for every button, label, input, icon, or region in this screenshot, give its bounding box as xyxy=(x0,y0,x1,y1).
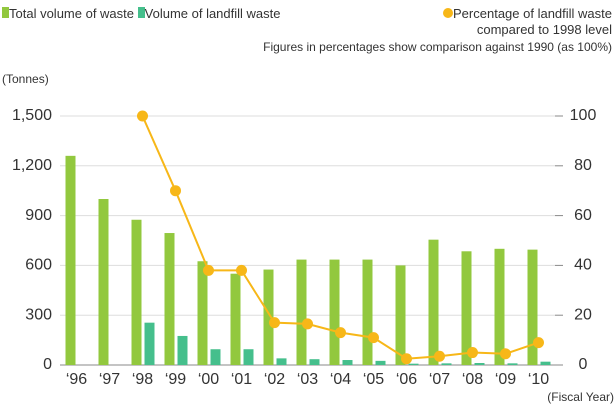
line-point xyxy=(302,318,313,330)
bar xyxy=(230,273,241,365)
bar xyxy=(329,259,340,365)
line-point xyxy=(533,337,544,349)
y-tick-label: 1,200 xyxy=(12,157,52,174)
legend-label: Volume of landfill waste xyxy=(144,6,281,21)
legend-label: Percentage of landfill waste compared to… xyxy=(453,6,612,37)
x-axis-label: (Fiscal Year) xyxy=(547,390,614,404)
line-point xyxy=(434,350,445,362)
x-tick-label: ‘06 xyxy=(396,371,417,388)
bar xyxy=(461,251,472,365)
y-tick-label: 1,500 xyxy=(12,107,52,124)
bar xyxy=(408,363,419,365)
bar xyxy=(494,248,505,365)
y2-tick-label: 0 xyxy=(579,356,588,373)
line-point xyxy=(500,348,511,360)
bar xyxy=(375,360,386,365)
y2-tick-label: 20 xyxy=(574,306,592,323)
y-tick-label: 0 xyxy=(43,356,52,373)
bar xyxy=(210,349,221,365)
x-tick-label: ‘00 xyxy=(198,371,219,388)
bar xyxy=(296,259,307,365)
line-point xyxy=(467,347,478,359)
line-point xyxy=(170,185,181,197)
x-tick-label: ‘09 xyxy=(495,371,516,388)
legend-left: Total volume of waste Volume of landfill… xyxy=(2,6,281,21)
bar xyxy=(144,322,155,365)
bar xyxy=(527,249,538,365)
x-tick-label: ‘96 xyxy=(66,371,87,388)
line-point xyxy=(203,264,214,276)
bar xyxy=(395,265,406,365)
line-point xyxy=(236,264,247,276)
bar xyxy=(164,233,175,365)
y2-tick-label: 40 xyxy=(574,257,592,274)
line-point xyxy=(137,110,148,122)
bar xyxy=(131,219,142,365)
y2-tick-label: 80 xyxy=(574,157,592,174)
y2-tick-label: 60 xyxy=(574,207,592,224)
line-point xyxy=(401,353,412,365)
line-point xyxy=(269,317,280,329)
bar xyxy=(243,349,254,365)
x-tick-label: ‘01 xyxy=(231,371,252,388)
x-tick-label: ‘02 xyxy=(264,371,285,388)
x-tick-label: ‘98 xyxy=(132,371,153,388)
x-tick-label: ‘97 xyxy=(99,371,120,388)
bar xyxy=(540,361,551,365)
bar xyxy=(98,199,109,365)
bar xyxy=(362,259,373,365)
x-tick-label: ‘10 xyxy=(528,371,549,388)
bar xyxy=(177,335,188,365)
bar xyxy=(197,261,208,365)
legend-swatch xyxy=(443,8,454,18)
bar xyxy=(428,239,439,365)
bar xyxy=(309,359,320,365)
line-point xyxy=(368,332,379,344)
line-point xyxy=(335,327,346,339)
bar xyxy=(507,363,518,365)
y-tick-label: 300 xyxy=(25,306,52,323)
legend-right: Percentage of landfill waste compared to… xyxy=(412,6,612,38)
legend-swatch xyxy=(137,7,145,18)
x-tick-label: ‘07 xyxy=(429,371,450,388)
x-tick-label: ‘99 xyxy=(165,371,186,388)
bar xyxy=(276,358,287,365)
x-tick-label: ‘08 xyxy=(462,371,483,388)
bar xyxy=(65,155,76,365)
x-tick-label: ‘04 xyxy=(330,371,351,388)
bar xyxy=(441,363,452,365)
bar xyxy=(342,360,353,365)
bar xyxy=(263,269,274,365)
y-axis-label: (Tonnes) xyxy=(2,72,49,86)
legend-label: Total volume of waste xyxy=(9,6,135,21)
x-tick-label: ‘03 xyxy=(297,371,318,388)
y-tick-label: 900 xyxy=(25,207,52,224)
y-tick-label: 600 xyxy=(25,257,52,274)
legend-swatch xyxy=(2,7,9,18)
bar xyxy=(474,363,485,365)
x-tick-label: ‘05 xyxy=(363,371,384,388)
y2-tick-label: 100 xyxy=(570,107,597,124)
note: Figures in percentages show comparison a… xyxy=(263,40,612,54)
